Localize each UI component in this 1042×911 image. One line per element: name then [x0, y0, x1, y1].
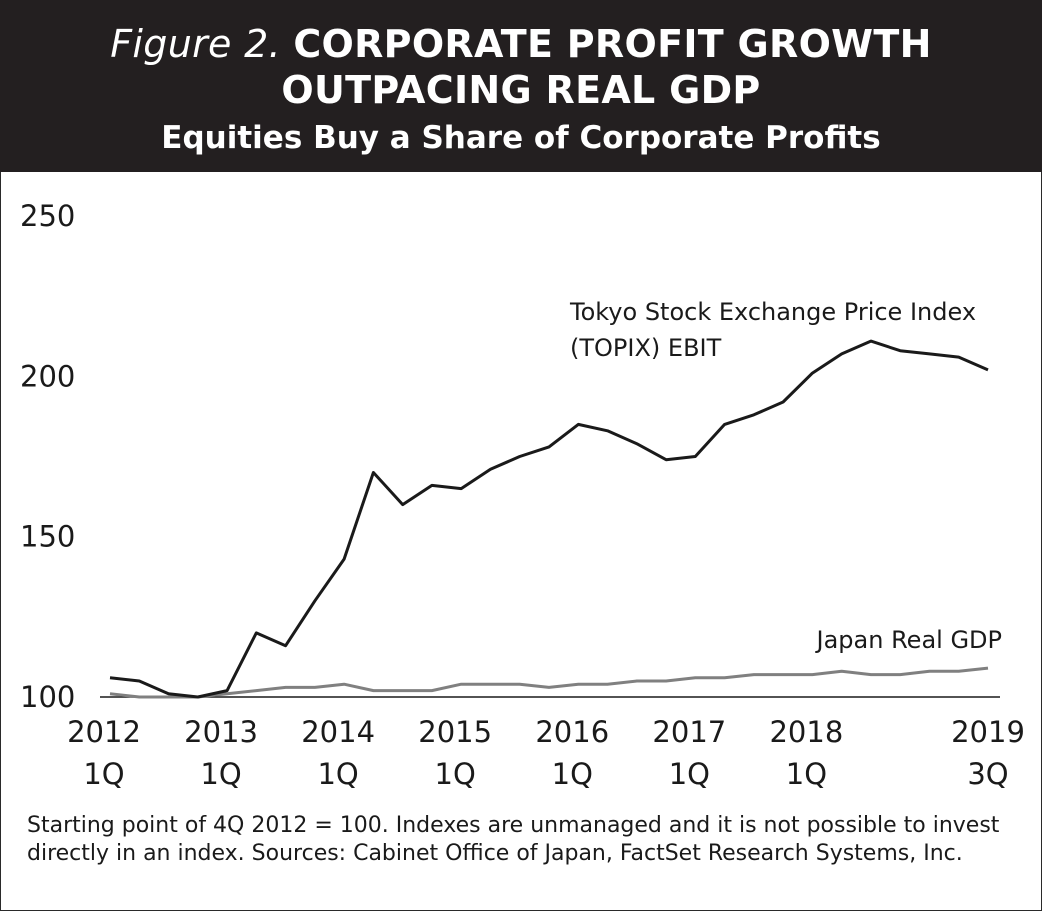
y-tick-label: 200 — [20, 359, 75, 393]
y-tick-label: 100 — [20, 680, 75, 714]
series-label-topix-line2: (TOPIX) EBIT — [570, 334, 722, 362]
x-tick-year: 2018 — [769, 715, 843, 749]
series-label-gdp: Japan Real GDP — [815, 626, 1002, 654]
x-tick-quarter: 3Q — [967, 757, 1008, 791]
footnote: Starting point of 4Q 2012 = 100. Indexes… — [27, 813, 1000, 866]
figure-header: Figure 2. CORPORATE PROFIT GROWTH OUTPAC… — [0, 0, 1042, 172]
x-tick-year: 2015 — [418, 715, 492, 749]
figure-subtitle: Equities Buy a Share of Corporate Profit… — [161, 120, 881, 156]
series-labels: Tokyo Stock Exchange Price Index (TOPIX)… — [569, 298, 1002, 654]
x-tick-quarter: 1Q — [317, 757, 358, 791]
figure-number: Figure 2. — [110, 22, 281, 66]
series-line-japan-real-gdp — [109, 666, 989, 699]
series-label-topix-line1: Tokyo Stock Exchange Price Index — [569, 298, 976, 326]
x-axis-ticks: 2012 1Q 2013 1Q 2014 1Q 2015 1Q 2016 1Q 2017 1Q 2018… — [67, 715, 1025, 791]
x-tick-quarter: 1Q — [83, 757, 124, 791]
x-tick-quarter: 1Q — [200, 757, 241, 791]
x-tick-year: 2014 — [301, 715, 375, 749]
y-axis-ticks: 100 150 200 250 — [20, 199, 75, 714]
x-tick-year: 2016 — [535, 715, 609, 749]
x-tick-quarter: 1Q — [786, 757, 827, 791]
y-tick-label: 150 — [20, 520, 75, 554]
x-tick-quarter: 1Q — [435, 757, 476, 791]
x-tick-year: 2013 — [184, 715, 258, 749]
series-layer — [109, 339, 989, 699]
figure-title-line1: Figure 2. CORPORATE PROFIT GROWTH — [0, 22, 1042, 66]
series-line-topix-ebit — [109, 339, 989, 699]
y-tick-label: 250 — [20, 199, 75, 233]
figure-title-line2: OUTPACING REAL GDP — [281, 68, 761, 112]
x-tick-year: 2017 — [652, 715, 726, 749]
x-tick-year: 2019 — [951, 715, 1025, 749]
figure-title-text1: CORPORATE PROFIT GROWTH — [293, 22, 932, 66]
x-tick-quarter: 1Q — [669, 757, 710, 791]
x-tick-year: 2012 — [67, 715, 141, 749]
x-tick-quarter: 1Q — [552, 757, 593, 791]
